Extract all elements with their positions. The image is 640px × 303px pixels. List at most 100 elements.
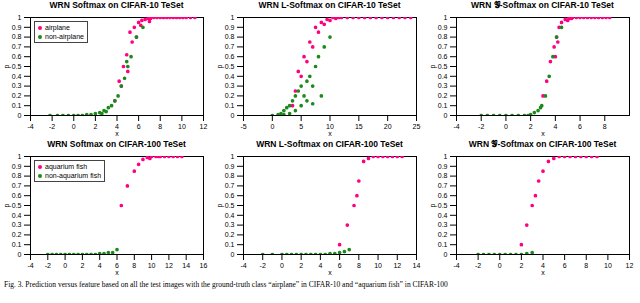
svg-text:0.9: 0.9 [438, 24, 448, 31]
svg-text:2: 2 [519, 262, 523, 269]
svg-text:p: p [216, 64, 224, 68]
svg-text:0: 0 [18, 112, 22, 119]
svg-text:0.9: 0.9 [225, 24, 235, 31]
svg-text:0: 0 [63, 262, 67, 269]
svg-text:0.5: 0.5 [438, 202, 448, 209]
svg-text:0.4: 0.4 [225, 73, 235, 80]
svg-text:0.3: 0.3 [12, 221, 22, 228]
svg-text:p: p [3, 203, 11, 207]
svg-text:0: 0 [444, 112, 448, 119]
svg-text:0: 0 [444, 251, 448, 258]
svg-text:0.5: 0.5 [225, 63, 235, 70]
svg-text:8: 8 [584, 262, 588, 269]
svg-text:10: 10 [604, 262, 612, 269]
svg-text:4: 4 [553, 123, 557, 130]
svg-text:8: 8 [357, 262, 361, 269]
svg-text:10: 10 [148, 262, 156, 269]
svg-text:0.5: 0.5 [12, 202, 22, 209]
svg-text:6: 6 [563, 262, 567, 269]
svg-text:15: 15 [355, 123, 363, 130]
svg-text:-2: -2 [45, 262, 51, 269]
svg-text:2: 2 [80, 262, 84, 269]
svg-text:0: 0 [504, 123, 508, 130]
svg-text:0.8: 0.8 [438, 33, 448, 40]
svg-text:0.1: 0.1 [12, 102, 22, 109]
svg-text:1: 1 [18, 153, 22, 160]
svg-text:p: p [429, 203, 437, 207]
svg-text:x: x [115, 269, 119, 276]
svg-text:0.2: 0.2 [438, 231, 448, 238]
svg-text:p: p [429, 64, 437, 68]
svg-text:8: 8 [132, 262, 136, 269]
svg-text:-4: -4 [453, 262, 459, 269]
svg-text:-2: -2 [260, 262, 266, 269]
svg-text:0.1: 0.1 [438, 241, 448, 248]
svg-text:0.4: 0.4 [12, 212, 22, 219]
svg-text:12: 12 [200, 123, 208, 130]
svg-text:-2: -2 [49, 123, 55, 130]
svg-text:2: 2 [93, 123, 97, 130]
svg-text:0.9: 0.9 [12, 24, 22, 31]
svg-text:0.7: 0.7 [12, 43, 22, 50]
svg-text:-4: -4 [240, 262, 246, 269]
svg-text:0.3: 0.3 [225, 221, 235, 228]
svg-text:0.4: 0.4 [438, 73, 448, 80]
svg-text:0.4: 0.4 [438, 212, 448, 219]
svg-text:8: 8 [158, 123, 162, 130]
svg-text:p: p [3, 64, 11, 68]
svg-text:0.2: 0.2 [12, 231, 22, 238]
svg-text:0.7: 0.7 [225, 182, 235, 189]
svg-text:0.3: 0.3 [225, 82, 235, 89]
svg-text:x: x [328, 130, 332, 137]
svg-text:-4: -4 [27, 262, 33, 269]
svg-text:4: 4 [98, 262, 102, 269]
svg-text:14: 14 [182, 262, 190, 269]
svg-text:12: 12 [165, 262, 173, 269]
svg-text:0.5: 0.5 [12, 63, 22, 70]
svg-text:1: 1 [444, 153, 448, 160]
svg-text:20: 20 [384, 123, 392, 130]
svg-text:0.7: 0.7 [225, 43, 235, 50]
svg-text:6: 6 [578, 123, 582, 130]
svg-text:0.6: 0.6 [12, 53, 22, 60]
svg-text:0.7: 0.7 [12, 182, 22, 189]
svg-text:0.3: 0.3 [12, 82, 22, 89]
svg-text:0.7: 0.7 [438, 182, 448, 189]
svg-text:0: 0 [280, 262, 284, 269]
svg-text:0.8: 0.8 [225, 33, 235, 40]
svg-text:0.4: 0.4 [12, 73, 22, 80]
svg-text:0.1: 0.1 [12, 241, 22, 248]
svg-text:1: 1 [444, 14, 448, 21]
svg-text:0.8: 0.8 [225, 172, 235, 179]
svg-text:-5: -5 [240, 123, 246, 130]
svg-text:0.6: 0.6 [438, 192, 448, 199]
svg-text:0.1: 0.1 [225, 102, 235, 109]
svg-text:12: 12 [626, 262, 634, 269]
svg-text:10: 10 [178, 123, 186, 130]
svg-text:0: 0 [231, 112, 235, 119]
svg-text:14: 14 [413, 262, 421, 269]
svg-text:0.4: 0.4 [225, 212, 235, 219]
svg-text:0.2: 0.2 [225, 92, 235, 99]
svg-text:25: 25 [413, 123, 421, 130]
svg-text:0.6: 0.6 [12, 192, 22, 199]
svg-text:2: 2 [529, 123, 533, 130]
svg-text:0: 0 [231, 251, 235, 258]
svg-text:-2: -2 [478, 123, 484, 130]
svg-text:2: 2 [299, 262, 303, 269]
svg-text:0.2: 0.2 [438, 92, 448, 99]
svg-text:-2: -2 [475, 262, 481, 269]
svg-text:0: 0 [72, 123, 76, 130]
svg-text:-4: -4 [453, 123, 459, 130]
svg-text:0.1: 0.1 [438, 102, 448, 109]
svg-text:0.9: 0.9 [12, 163, 22, 170]
svg-text:-4: -4 [27, 123, 33, 130]
svg-text:0.1: 0.1 [225, 241, 235, 248]
svg-text:0.3: 0.3 [438, 221, 448, 228]
svg-text:16: 16 [200, 262, 208, 269]
svg-text:0.8: 0.8 [12, 172, 22, 179]
svg-text:0.6: 0.6 [225, 53, 235, 60]
svg-text:0: 0 [498, 262, 502, 269]
svg-text:0.9: 0.9 [438, 163, 448, 170]
svg-text:p: p [216, 203, 224, 207]
